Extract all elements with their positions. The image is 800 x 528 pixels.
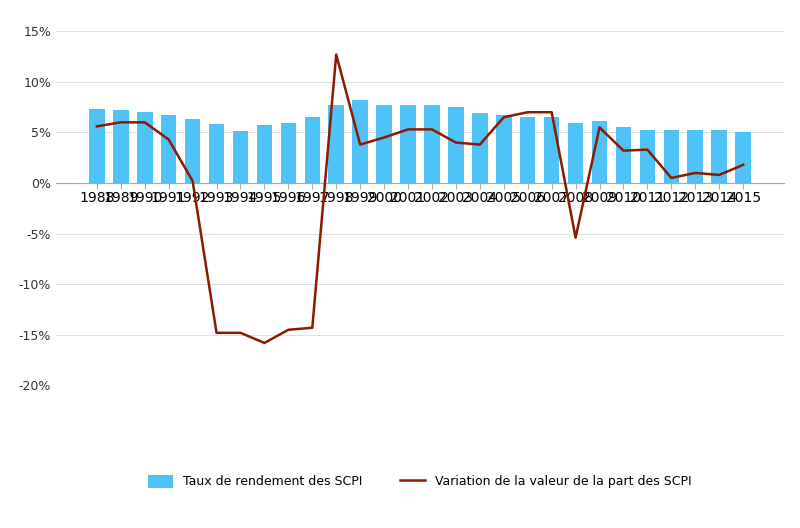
Variation de la valeur de la part des SCPI <box>690 169 700 176</box>
Line: Variation de la valeur de la part des SCPI: Variation de la valeur de la part des SC… <box>97 54 743 343</box>
Variation de la valeur de la part des SCPI <box>236 329 246 336</box>
Bar <box>520 117 535 183</box>
Bar <box>592 121 607 183</box>
Variation de la valeur de la part des SCPI <box>475 142 485 148</box>
Bar <box>616 127 631 183</box>
Bar <box>209 124 224 183</box>
Bar <box>305 117 320 183</box>
Bar <box>568 124 583 183</box>
Bar <box>137 112 153 183</box>
Legend: Taux de rendement des SCPI, Variation de la valeur de la part des SCPI: Taux de rendement des SCPI, Variation de… <box>148 475 692 488</box>
Bar <box>257 125 272 183</box>
Variation de la valeur de la part des SCPI <box>188 178 198 184</box>
Bar <box>161 115 177 183</box>
Variation de la valeur de la part des SCPI <box>714 172 724 178</box>
Bar <box>376 105 392 183</box>
Bar <box>687 130 703 183</box>
Bar <box>448 107 464 183</box>
Variation de la valeur de la part des SCPI <box>666 175 676 181</box>
Variation de la valeur de la part des SCPI <box>140 119 150 126</box>
Variation de la valeur de la part des SCPI <box>547 109 557 115</box>
Bar <box>400 105 416 183</box>
Variation de la valeur de la part des SCPI <box>307 325 317 331</box>
Variation de la valeur de la part des SCPI <box>403 126 413 133</box>
Variation de la valeur de la part des SCPI <box>355 142 365 148</box>
Variation de la valeur de la part des SCPI <box>116 119 126 126</box>
Variation de la valeur de la part des SCPI <box>164 136 174 143</box>
Bar <box>663 130 679 183</box>
Bar <box>472 113 488 183</box>
Variation de la valeur de la part des SCPI <box>212 329 222 336</box>
Variation de la valeur de la part des SCPI <box>594 124 604 130</box>
Bar <box>329 105 344 183</box>
Variation de la valeur de la part des SCPI <box>499 114 509 120</box>
Variation de la valeur de la part des SCPI <box>92 123 102 129</box>
Variation de la valeur de la part des SCPI <box>451 139 461 146</box>
Variation de la valeur de la part des SCPI <box>642 146 652 153</box>
Bar <box>113 110 129 183</box>
Variation de la valeur de la part des SCPI <box>331 51 341 58</box>
Variation de la valeur de la part des SCPI <box>523 109 533 115</box>
Bar <box>352 100 368 183</box>
Variation de la valeur de la part des SCPI <box>618 147 628 154</box>
Bar <box>496 115 511 183</box>
Variation de la valeur de la part des SCPI <box>260 340 270 346</box>
Variation de la valeur de la part des SCPI <box>427 126 437 133</box>
Variation de la valeur de la part des SCPI <box>738 162 748 168</box>
Variation de la valeur de la part des SCPI <box>570 234 580 241</box>
Variation de la valeur de la part des SCPI <box>283 327 293 333</box>
Bar <box>640 130 655 183</box>
Bar <box>544 117 559 183</box>
Bar <box>89 109 105 183</box>
Bar <box>424 105 440 183</box>
Bar <box>735 133 751 183</box>
Bar <box>281 124 296 183</box>
Bar <box>233 131 248 183</box>
Bar <box>185 119 200 183</box>
Variation de la valeur de la part des SCPI <box>379 134 389 140</box>
Bar <box>711 130 727 183</box>
